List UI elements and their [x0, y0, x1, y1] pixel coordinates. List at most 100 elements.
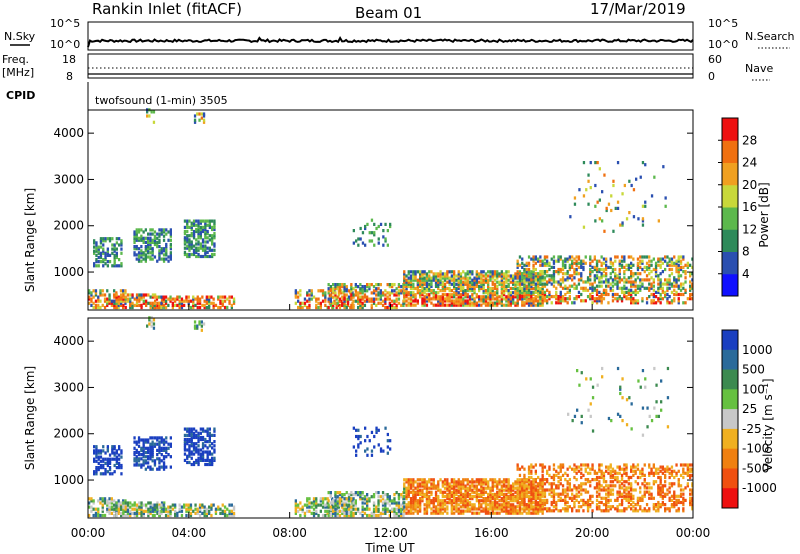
velocity-cell	[491, 509, 494, 513]
power-cell	[634, 299, 637, 303]
power-cell	[213, 236, 216, 240]
power-cell	[532, 280, 535, 284]
power-cell	[559, 257, 562, 261]
power-cell	[670, 263, 674, 267]
velocity-cell	[421, 484, 424, 488]
power-cell	[419, 293, 422, 297]
velocity-cell	[500, 488, 503, 492]
velocity-cell	[129, 509, 132, 513]
power-cell	[509, 303, 512, 307]
velocity-cell	[502, 478, 506, 482]
velocity-cell	[491, 503, 494, 507]
velocity-cell	[459, 497, 463, 501]
velocity-cell	[381, 503, 385, 507]
power-cell	[605, 288, 608, 292]
velocity-cell	[505, 511, 508, 515]
power-cell	[468, 270, 472, 274]
velocity-cell	[625, 473, 628, 477]
velocity-cell	[341, 505, 344, 509]
power-cell	[534, 286, 537, 290]
power-cell	[377, 283, 380, 287]
velocity-cell	[167, 507, 170, 511]
velocity-cell	[402, 513, 405, 518]
power-cell	[160, 257, 163, 261]
velocity-cell	[657, 488, 660, 492]
power-cell	[648, 295, 651, 299]
velocity-cell	[446, 494, 449, 499]
velocity-cell	[586, 463, 590, 467]
velocity-cell	[645, 509, 649, 513]
power-cell	[578, 188, 581, 192]
power-cell	[379, 297, 382, 301]
velocity-cell	[584, 463, 587, 467]
velocity-cell	[448, 486, 451, 490]
power-cell	[421, 272, 424, 276]
velocity-cell	[92, 499, 95, 503]
velocity-cell	[512, 486, 515, 490]
velocity-cell	[419, 478, 422, 482]
velocity-cell	[580, 492, 583, 496]
velocity-cell	[361, 505, 364, 509]
power-cell	[354, 283, 357, 287]
power-cell	[332, 289, 335, 293]
power-cell	[641, 297, 644, 301]
power-cell	[496, 293, 499, 297]
velocity-cell	[455, 499, 458, 503]
power-cell	[684, 288, 687, 292]
power-cell	[120, 241, 123, 245]
power-cell	[600, 299, 603, 303]
power-cell	[571, 284, 574, 288]
velocity-cell	[478, 503, 481, 507]
velocity-cell	[546, 498, 549, 502]
power-cell	[363, 295, 367, 299]
velocity-cell	[498, 499, 501, 503]
power-cell	[643, 265, 646, 269]
velocity-cell	[171, 507, 174, 511]
power-cell	[643, 286, 646, 290]
velocity-cell	[180, 513, 184, 518]
power-cell	[190, 240, 193, 244]
power-cell	[625, 286, 628, 290]
power-cell	[532, 278, 535, 282]
power-cell	[500, 303, 503, 307]
power-cell	[654, 301, 658, 305]
power-cell	[115, 241, 118, 245]
velocity-cell	[534, 496, 537, 500]
power-cell	[135, 301, 139, 305]
velocity-cell	[459, 505, 463, 509]
velocity-cell	[530, 497, 533, 501]
power-cell	[140, 238, 143, 242]
power-cell	[140, 251, 143, 255]
power-cell	[208, 301, 211, 305]
power-cell	[539, 282, 542, 286]
power-cell	[338, 285, 342, 289]
velocity-cell	[405, 497, 408, 501]
velocity-cell	[393, 497, 396, 501]
power-cell	[183, 252, 187, 257]
power-cell	[432, 295, 435, 299]
power-cell	[204, 234, 207, 238]
power-cell	[641, 255, 644, 259]
power-cell	[661, 261, 664, 265]
power-cell	[361, 289, 364, 293]
power-cell	[577, 265, 581, 269]
velocity-cell	[675, 471, 678, 475]
power-cell	[113, 249, 116, 253]
power-cell	[600, 297, 603, 301]
power-cell	[682, 292, 685, 297]
velocity-cell	[145, 505, 148, 509]
velocity-cell	[582, 488, 585, 492]
power-cell	[332, 291, 335, 295]
velocity-cell	[124, 507, 127, 511]
velocity-cell	[487, 482, 490, 486]
nsky-panel	[87, 21, 694, 51]
power-cell	[202, 120, 206, 124]
power-cell	[335, 297, 338, 301]
power-cell	[500, 295, 503, 299]
velocity-cell	[412, 478, 415, 482]
velocity-cell	[122, 509, 125, 513]
power-cell	[102, 243, 105, 247]
power-cell	[677, 272, 680, 276]
power-cell	[208, 221, 211, 225]
velocity-cell	[363, 497, 367, 501]
